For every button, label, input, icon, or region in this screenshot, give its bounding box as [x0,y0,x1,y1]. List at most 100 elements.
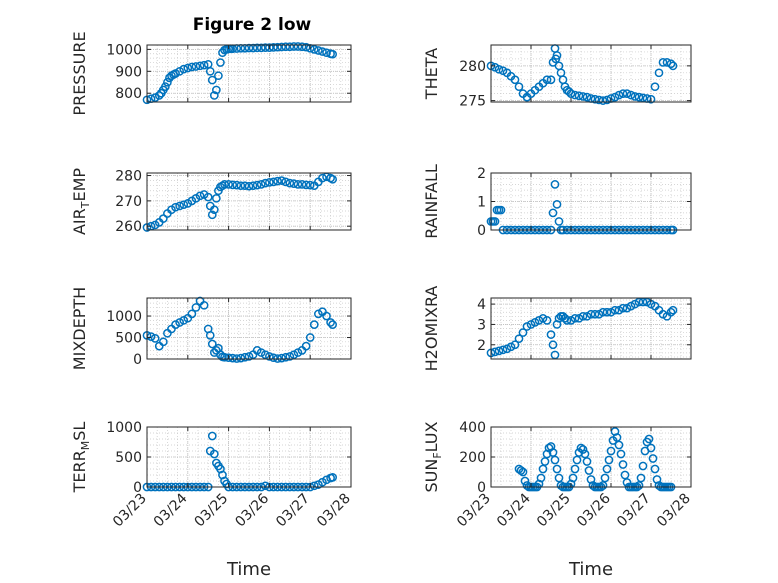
data-point [277,42,286,52]
data-point [269,177,278,187]
data-point [285,352,295,361]
y-axis-label: TERRMSL [70,422,92,494]
data-point [566,89,576,99]
data-point [578,445,588,454]
y-axis-label: SUNFLUX [422,421,444,492]
data-point [594,95,604,105]
data-point [289,42,299,51]
data-point [212,193,221,203]
y-tick-label: 200 [459,450,486,466]
data-point [285,178,295,188]
y-tick-label: 1000 [106,420,142,436]
data-point [326,318,335,327]
data-point [328,174,337,184]
data-point [244,43,254,53]
data-point [582,457,592,466]
data-point [191,62,201,71]
data-point [256,43,266,53]
data-point [212,85,221,95]
data-point [586,309,596,319]
subplot-4: 0 1 2 RAINFALL [422,164,692,239]
y-tick-label: 280 [459,59,486,75]
data-point [552,464,562,474]
data-point [154,91,164,100]
data-point [207,75,217,85]
data-point [207,210,217,220]
data-point [209,449,219,459]
data-point [568,473,578,483]
data-point [305,333,315,342]
data-point [301,341,311,351]
data-point [518,328,528,337]
data-point [542,75,552,85]
data-point [550,455,560,465]
y-tick-label: 1000 [106,42,142,58]
data-point [273,42,282,52]
data-point [554,473,564,483]
data-point [285,42,295,52]
data-point [277,176,286,185]
data-point [546,75,556,85]
axes-box [146,172,352,231]
data-point [240,181,250,191]
axes-box [146,44,352,103]
data-point [610,305,620,315]
data-point [309,45,319,54]
data-point [540,457,550,466]
data-point [634,481,644,490]
data-point [175,201,184,211]
data-point [510,340,520,350]
y-tick-label: 800 [115,86,142,102]
data-point [638,93,648,103]
y-axis-label: THETA [422,48,441,100]
data-point [240,352,250,362]
data-point [606,446,616,456]
axes-box [146,297,352,360]
data-point [265,43,274,52]
data-point [179,200,189,210]
y-axis-label: H2OMIXRA [422,286,441,372]
data-point [244,181,254,191]
y-tick-label: 900 [115,64,142,80]
data-point [614,90,624,100]
data-point [297,42,307,52]
data-point [220,180,229,189]
data-point [668,61,678,71]
y-tick-label: 260 [115,219,142,235]
y-axis-label: RAINFALL [422,164,441,239]
x-axis-label: Time [568,559,613,580]
data-point [301,180,311,190]
data-point [570,90,580,100]
data-point [236,353,246,363]
data-point [556,481,566,490]
data-point [612,433,622,442]
y-tick-label: 270 [115,194,142,210]
y-axis-label: MIXDEPTH [70,287,89,370]
data-point [630,92,640,101]
y-tick-label: 400 [459,420,486,436]
x-axis-label: Time [226,559,271,580]
data-point [514,334,524,344]
data-point [538,464,548,474]
data-point [518,467,528,477]
y-tick-label: 2 [477,166,486,182]
data-point [588,481,598,490]
subplot-3: 260 270 280 AIRTEMP [70,168,352,235]
data-point [636,473,646,483]
data-point [552,200,562,209]
data-point [590,309,600,319]
data-point [536,473,546,483]
data-point [554,217,564,226]
data-point [580,449,590,459]
data-point [205,66,215,76]
y-tick-label: 280 [115,169,142,185]
data-point [668,305,678,315]
data-point [281,177,291,187]
y-tick-label: 3 [477,317,486,333]
data-point [654,68,664,78]
data-point [510,75,520,85]
y-tick-label: 1 [477,195,486,211]
y-tick-label: 0 [133,352,142,368]
data-point [548,208,558,218]
y-tick-label: 0 [477,223,486,239]
